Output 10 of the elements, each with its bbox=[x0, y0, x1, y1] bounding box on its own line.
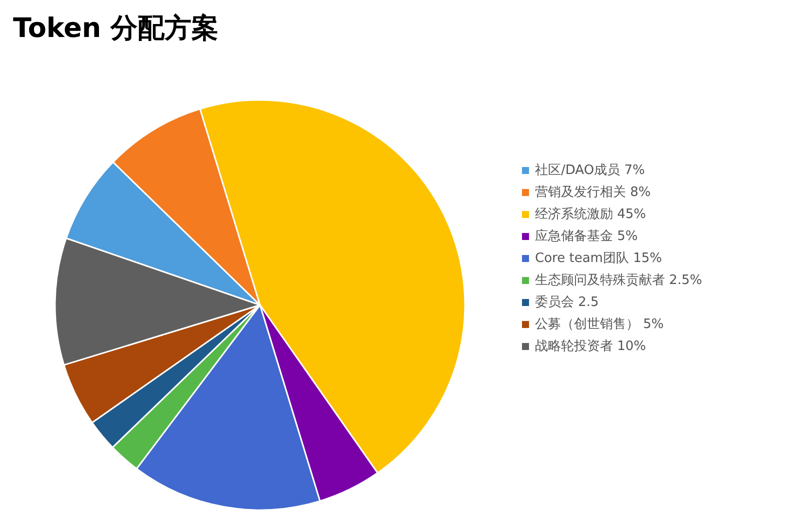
legend-label: 公募（创世销售） 5% bbox=[535, 317, 664, 332]
legend-label: 应急储备基金 5% bbox=[535, 228, 638, 244]
legend-label: 生态顾问及特殊贡献者 2.5% bbox=[535, 273, 702, 288]
legend-label: 经济系统激励 45% bbox=[535, 207, 646, 222]
legend-label: 委员会 2.5 bbox=[535, 295, 599, 310]
legend-label: Core team团队 15% bbox=[535, 251, 662, 266]
legend-label: 战略轮投资者 10% bbox=[535, 339, 646, 354]
legend-label: 营销及发行相关 8% bbox=[535, 185, 651, 200]
chart-title: Token 分配方案 bbox=[13, 13, 219, 44]
legend-label: 社区/DAO成员 7% bbox=[535, 163, 645, 178]
